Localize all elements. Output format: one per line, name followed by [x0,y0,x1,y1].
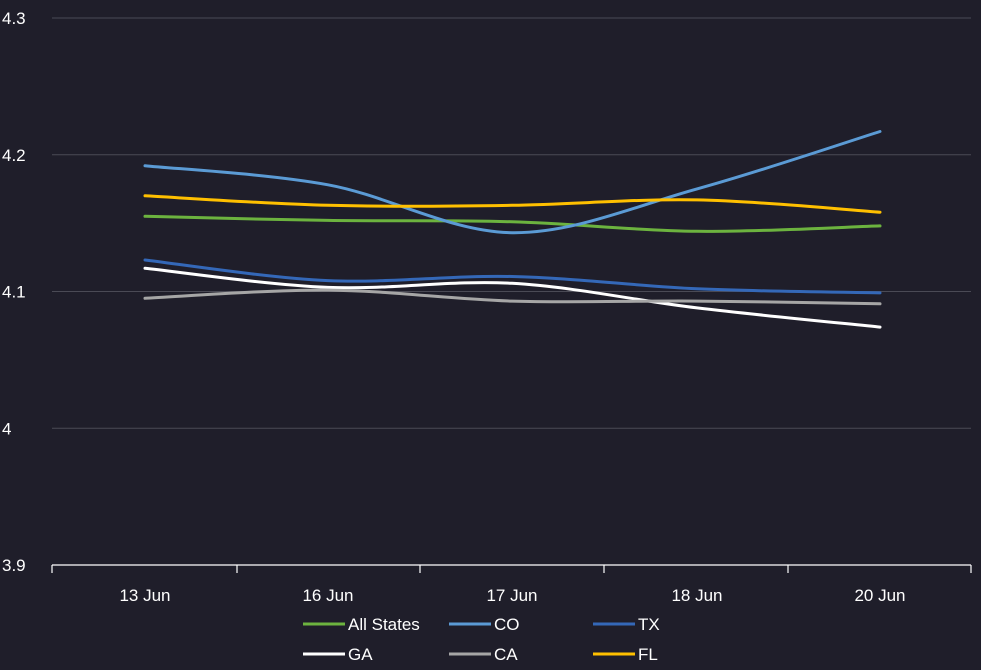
y-tick-label: 4.2 [2,146,26,165]
y-tick-label: 4 [2,419,11,438]
series-line-ca [143,288,882,306]
y-tick-label: 3.9 [2,556,26,575]
legend-item-tx: TX [593,615,660,634]
y-tick-label: 4.1 [2,283,26,302]
legend-label: All States [348,615,420,634]
y-tick-label: 4.3 [2,9,26,28]
legend-label: CA [494,645,518,664]
legend-label: FL [638,645,658,664]
series-line-ga [143,266,882,329]
legend-label: TX [638,615,660,634]
x-tick-label: 20 Jun [854,586,905,605]
y-axis-ticks: 3.9 4 4.1 4.2 4.3 [2,9,26,575]
legend-item-all-states: All States [303,615,420,634]
x-axis-ticks: 13 Jun 16 Jun 17 Jun 18 Jun 20 Jun [119,586,905,605]
legend-label: CO [494,615,520,634]
series-line-fl [143,194,882,214]
legend-item-co: CO [449,615,520,634]
legend: All States CO TX GA CA FL [303,615,660,664]
x-tick-label: 13 Jun [119,586,170,605]
series-line-co [143,130,882,235]
series-line-all-states [143,214,882,233]
x-axis [51,564,972,573]
series-lines [143,130,882,329]
legend-label: GA [348,645,373,664]
x-tick-label: 18 Jun [671,586,722,605]
x-tick-label: 17 Jun [486,586,537,605]
legend-item-ga: GA [303,645,373,664]
x-tick-label: 16 Jun [302,586,353,605]
series-line-tx [143,258,882,295]
legend-item-fl: FL [593,645,658,664]
legend-item-ca: CA [449,645,518,664]
